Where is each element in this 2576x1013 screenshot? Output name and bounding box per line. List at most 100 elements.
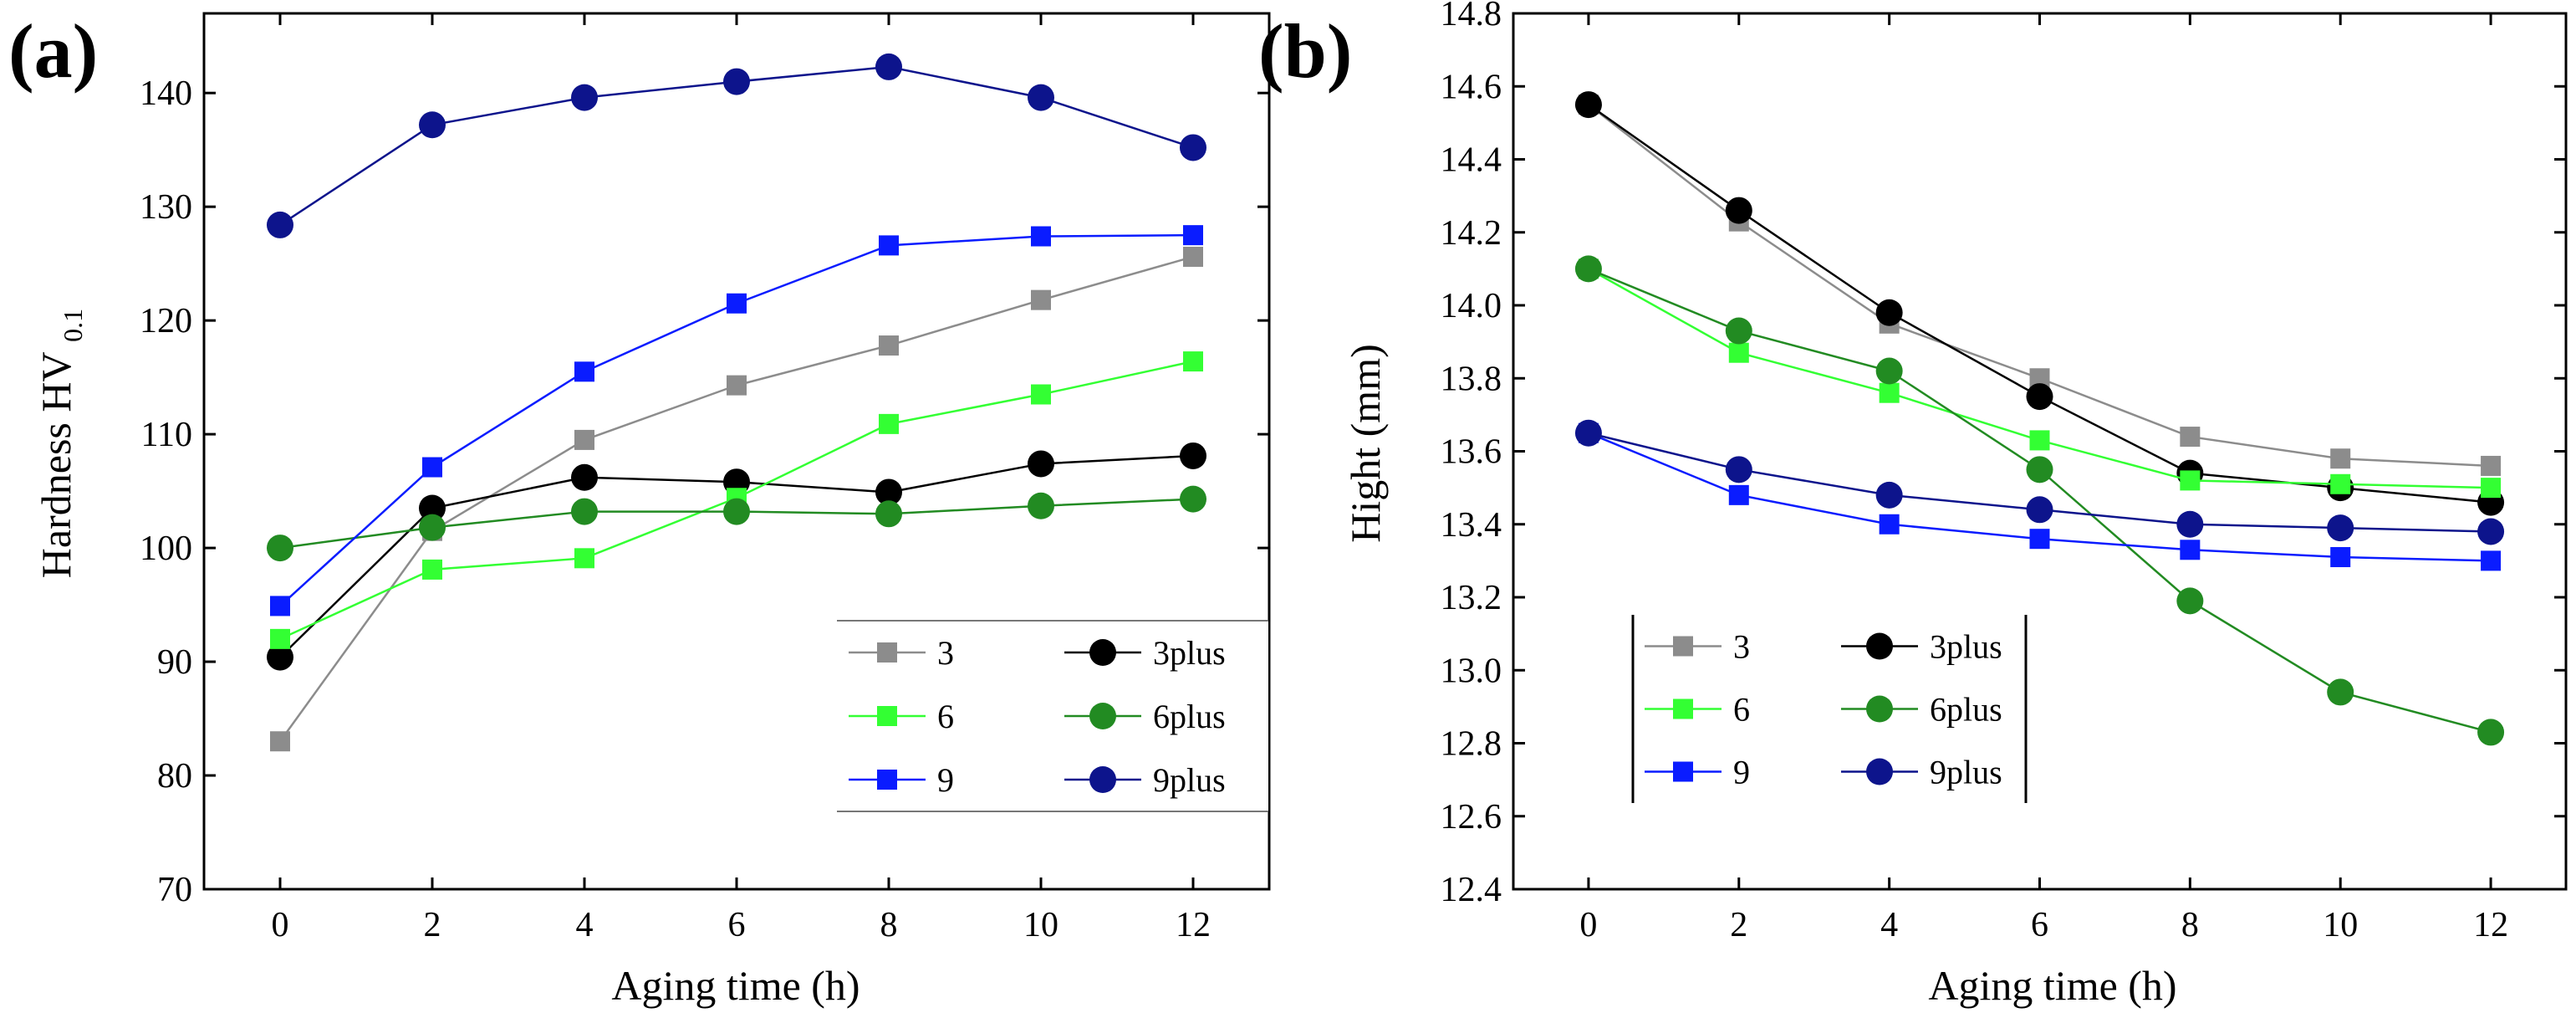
data-point-a-3plus [1180,442,1206,469]
data-point-a-6 [422,559,442,580]
data-point-a-6plus [1028,492,1054,519]
y-tick-label-b: 14.6 [1441,68,1502,106]
y-tick-label-b: 13.2 [1441,579,1502,617]
data-point-b-9 [2029,529,2050,550]
data-point-a-6plus [267,535,293,562]
data-point-b-9 [2481,550,2502,571]
data-point-a-9 [1031,226,1051,247]
y-tick-label-a: 120 [140,302,192,340]
data-point-b-6plus [1725,317,1752,345]
legend-marker-b-9 [1673,761,1693,782]
data-point-a-9plus [723,68,750,95]
data-point-a-6plus [1180,485,1206,513]
data-point-a-6plus [723,498,750,525]
data-point-b-6plus [2477,719,2505,746]
data-point-a-3 [879,335,899,356]
data-point-a-9plus [875,53,902,80]
y-tick-label-a: 80 [157,757,192,796]
legend-marker-b-3plus [1866,632,1893,660]
x-tick-label-a: 12 [1176,906,1211,944]
legend-label-b-6: 6 [1733,691,1750,729]
data-point-a-9plus [571,84,598,111]
legend-label-b-3plus: 3plus [1930,628,2002,666]
data-point-a-3plus [419,494,446,522]
y-tick-label-a: 130 [140,188,192,227]
data-point-b-6plus [2026,456,2053,483]
y-tick-label-a: 110 [141,416,192,454]
data-point-b-9 [1879,514,1900,535]
x-axis-label-b: Aging time (h) [1928,962,2176,1009]
legend-label-b-9: 9 [1733,754,1750,791]
panel-a: (a) 0 2 4 6 8 10 12 70 80 90 100 110 120 130 140 3 3plus… [8,8,1271,1009]
y-tick-label-a: 90 [157,643,192,682]
x-tick-label-a: 10 [1023,906,1058,944]
x-tick-label-b: 12 [2473,906,2508,944]
x-tick-label-b: 0 [1579,906,1597,944]
data-point-a-3plus [571,463,598,491]
data-point-a-9plus [267,211,293,238]
x-axis-label-a: Aging time (h) [611,962,860,1009]
data-point-a-3plus [1028,450,1054,478]
y-tick-label-b: 14.2 [1441,214,1502,253]
data-point-a-3 [1031,289,1051,310]
data-point-a-3 [574,429,594,450]
panel-label-a: (a) [8,8,98,94]
y-axis-label-sub-a: 0.1 [58,309,88,342]
legend-label-b-9plus: 9plus [1930,754,2002,791]
y-tick-label-a: 140 [140,74,192,113]
data-point-a-6 [1183,351,1203,372]
x-tick-label-b: 8 [2181,906,2199,944]
legend-label-a-6: 6 [937,698,954,735]
y-axis-label-b: Hight (mm) [1342,344,1389,542]
legend-marker-a-3plus [1089,639,1116,666]
data-point-b-6 [1879,382,1900,403]
legend-marker-b-9plus [1866,758,1893,785]
data-point-b-9plus [1875,481,1903,509]
data-point-a-3 [1183,246,1203,267]
y-tick-label-b: 12.6 [1441,798,1502,836]
data-point-a-6 [574,548,594,569]
legend-label-b-3: 3 [1733,628,1750,666]
data-point-b-3 [2330,448,2351,469]
data-point-b-6plus [2327,678,2354,706]
panel-label-b: (b) [1258,8,1352,94]
legend-marker-b-6plus [1866,695,1893,723]
data-point-a-6 [879,413,899,434]
series-a-9 [270,225,1203,616]
data-point-b-3 [2481,455,2502,476]
data-point-a-6 [1031,384,1051,405]
x-tick-label-b: 10 [2323,906,2358,944]
series-a-3plus [267,442,1206,671]
series-a-6plus [267,485,1206,562]
panel-b: (b) 0 2 4 6 8 10 12 12.4 12.6 12.8 13.0 13.2 13.4 13.… [1258,0,2568,1009]
data-point-b-6plus [1574,255,1602,283]
data-point-a-6 [270,628,290,649]
data-point-b-3plus [1574,91,1602,119]
data-point-a-3 [270,731,290,752]
legend-label-a-9: 9 [937,761,954,799]
legend-label-a-3: 3 [937,634,954,672]
series-b-6plus [1574,255,2505,746]
x-tick-label-a: 2 [424,906,441,944]
data-point-a-9 [422,457,442,478]
y-tick-label-b: 13.8 [1441,360,1502,398]
y-axis-label-main-a: Hardness HV [33,352,79,579]
x-tick-label-b: 4 [1880,906,1898,944]
data-point-b-9plus [1574,419,1602,447]
legend-marker-b-6 [1673,698,1693,719]
y-tick-label-b: 14.0 [1441,287,1502,325]
x-tick-label-b: 6 [2031,906,2048,944]
legend-marker-a-9plus [1089,766,1116,793]
legend-marker-a-3 [877,642,897,663]
legend-label-a-6plus: 6plus [1153,698,1226,735]
data-point-b-6plus [1875,357,1903,385]
y-tick-label-a: 70 [157,871,192,909]
data-point-a-9plus [1028,84,1054,111]
data-point-a-9 [1183,225,1203,246]
data-point-b-9plus [2026,496,2053,524]
data-point-b-3plus [1725,197,1752,224]
y-tick-label-b: 14.4 [1441,141,1502,180]
x-tick-label-b: 2 [1730,906,1747,944]
legend-marker-b-3 [1673,636,1693,657]
data-point-b-9 [2330,547,2351,568]
